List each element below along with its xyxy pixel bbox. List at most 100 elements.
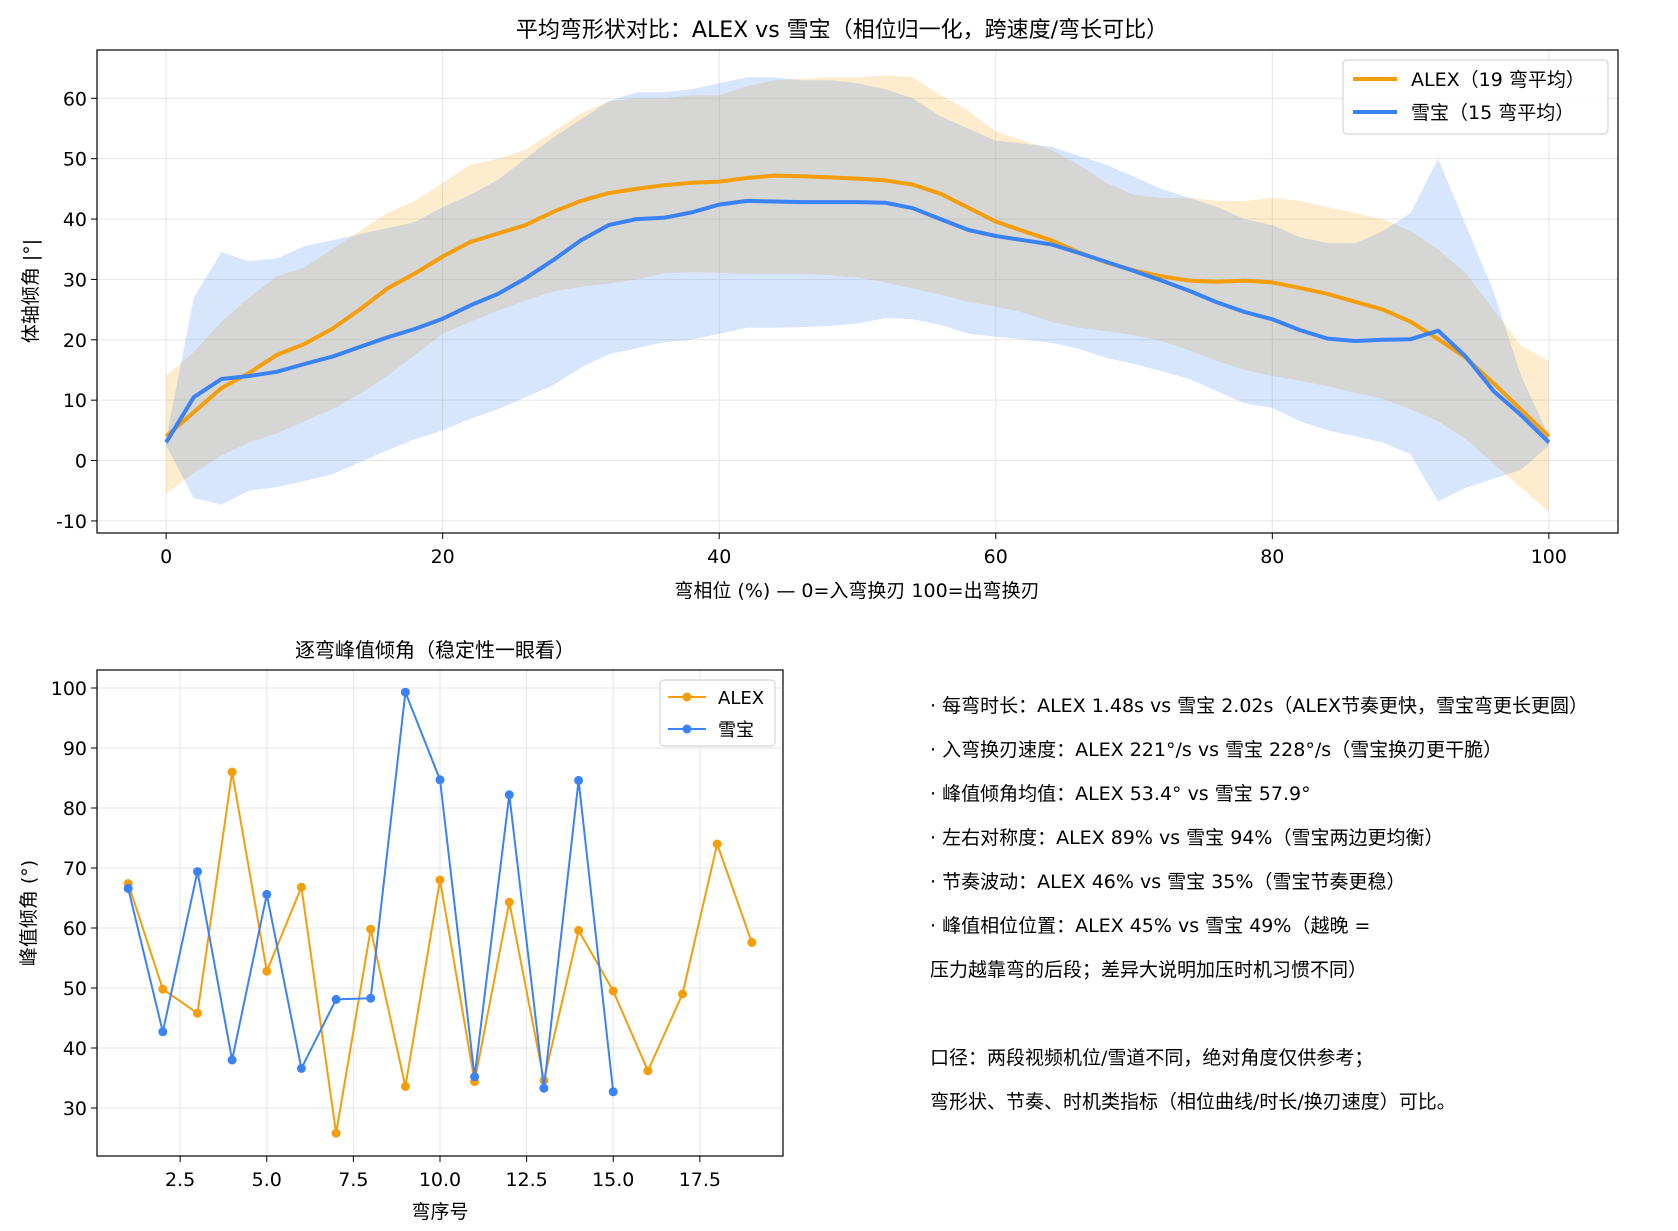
y-tick-label: -10 xyxy=(56,511,87,533)
peak-point-alex xyxy=(296,882,306,892)
peak-point-xuebao xyxy=(608,1087,618,1097)
note-line: · 入弯换刃速度：ALEX 221°/s vs 雪宝 228°/s（雪宝换刃更干… xyxy=(930,739,1503,761)
bottom-legend-label-alex: ALEX xyxy=(718,688,764,709)
peak-point-xuebao xyxy=(400,687,410,697)
peak-point-alex xyxy=(227,767,237,777)
x-tick-label: 60 xyxy=(984,546,1008,568)
y-tick-label: 10 xyxy=(63,390,87,412)
peak-point-alex xyxy=(400,1081,410,1091)
caveat-line: 口径：两段视频机位/雪道不同，绝对角度仅供参考； xyxy=(930,1047,1374,1069)
top-plot-frame xyxy=(96,49,1619,534)
peak-point-alex xyxy=(331,1128,341,1138)
peak-point-alex xyxy=(574,925,584,935)
y-tick-label: 30 xyxy=(63,269,87,291)
bottom-y-axis-label: 峰值倾角 (°) xyxy=(18,860,40,966)
x-tick-label: 15.0 xyxy=(592,1169,634,1191)
peak-point-alex xyxy=(747,937,757,947)
peak-point-alex xyxy=(193,1008,202,1018)
top-legend-box xyxy=(1342,59,1609,135)
note-line: · 峰值相位位置：ALEX 45% vs 雪宝 49%（越晚 = xyxy=(930,915,1371,937)
legend-label-xuebao: 雪宝（15 弯平均） xyxy=(1411,102,1574,124)
peak-point-xuebao xyxy=(123,883,133,893)
top-x-axis-label: 弯相位 (%) — 0=入弯换刃 100=出弯换刃 xyxy=(674,580,1039,602)
bottom-legend-marker-alex xyxy=(682,692,692,702)
peak-point-alex xyxy=(712,839,722,849)
y-tick-label: 90 xyxy=(63,738,87,760)
y-tick-label: 50 xyxy=(63,978,87,1000)
bottom-y-ticks: 30 40 50 60 70 80 90 100 xyxy=(51,678,97,1120)
peak-point-alex xyxy=(643,1066,653,1076)
x-tick-label: 10.0 xyxy=(419,1169,461,1191)
y-tick-label: 60 xyxy=(63,918,87,940)
top-y-ticks: -10 0 10 20 30 40 50 60 xyxy=(56,88,97,533)
bottom-x-axis-label: 弯序号 xyxy=(411,1201,468,1223)
caveat-line: 弯形状、节奏、时机类指标（相位曲线/时长/换刃速度）可比。 xyxy=(930,1091,1456,1113)
range-band-xuebao xyxy=(166,77,1549,505)
x-tick-label: 7.5 xyxy=(338,1169,368,1191)
peak-point-alex xyxy=(504,897,514,907)
peak-point-alex xyxy=(608,986,618,996)
peak-point-xuebao xyxy=(296,1063,306,1073)
peak-point-alex xyxy=(262,966,272,976)
peak-point-xuebao xyxy=(262,889,272,899)
x-tick-label: 12.5 xyxy=(505,1169,547,1191)
x-tick-label: 20 xyxy=(431,546,455,568)
peak-point-xuebao xyxy=(158,1027,168,1037)
peak-point-xuebao xyxy=(574,775,584,785)
note-line: · 左右对称度：ALEX 89% vs 雪宝 94%（雪宝两边更均衡） xyxy=(930,827,1444,849)
x-tick-label: 100 xyxy=(1531,546,1567,568)
peak-point-xuebao xyxy=(539,1083,549,1093)
y-tick-label: 20 xyxy=(63,330,87,352)
range-band-alex xyxy=(166,75,1549,512)
bottom-legend-label-xuebao: 雪宝 xyxy=(718,720,754,741)
bottom-chart-legend: ALEX 雪宝 xyxy=(659,679,776,747)
bottom-chart-grid xyxy=(97,670,783,1156)
legend-label-alex: ALEX（19 弯平均） xyxy=(1411,69,1585,91)
note-line: · 每弯时长：ALEX 1.48s vs 雪宝 2.02s（ALEX节奏更快，雪… xyxy=(930,695,1588,717)
summary-notes: · 每弯时长：ALEX 1.48s vs 雪宝 2.02s（ALEX节奏更快，雪… xyxy=(930,684,1670,1124)
y-tick-label: 70 xyxy=(63,858,87,880)
top-chart-legend: ALEX（19 弯平均） 雪宝（15 弯平均） xyxy=(1342,59,1609,135)
x-tick-label: 40 xyxy=(707,546,731,568)
top-chart-bands xyxy=(166,75,1549,512)
peak-point-xuebao xyxy=(470,1072,480,1082)
bottom-chart-title: 逐弯峰值倾角（稳定性一眼看） xyxy=(295,638,575,662)
mean-line-xuebao xyxy=(164,198,1551,444)
mean-line-alex xyxy=(164,173,1551,438)
y-tick-label: 0 xyxy=(75,451,87,473)
peak-point-alex xyxy=(678,989,687,999)
y-tick-label: 40 xyxy=(63,1038,87,1060)
peak-point-xuebao xyxy=(227,1055,237,1065)
top-y-axis-label: 体轴倾角 |°| xyxy=(20,239,42,343)
note-line: · 节奏波动：ALEX 46% vs 雪宝 35%（雪宝节奏更稳） xyxy=(930,871,1406,893)
x-tick-label: 80 xyxy=(1260,546,1284,568)
bottom-chart-lines xyxy=(123,687,757,1138)
y-tick-label: 30 xyxy=(63,1098,87,1120)
bottom-x-ticks: 2.5 5.0 7.5 10.0 12.5 15.0 17.5 xyxy=(165,1156,721,1191)
x-tick-label: 5.0 xyxy=(252,1169,282,1191)
top-chart-title: 平均弯形状对比：ALEX vs 雪宝（相位归一化，跨速度/弯长可比） xyxy=(516,18,1168,43)
peak-point-xuebao xyxy=(193,867,202,877)
top-chart-lines xyxy=(164,173,1551,444)
x-tick-label: 2.5 xyxy=(165,1169,195,1191)
peak-point-xuebao xyxy=(504,790,514,800)
bottom-legend-marker-xuebao xyxy=(682,724,692,734)
note-spacer xyxy=(930,992,1670,1036)
note-line: · 峰值倾角均值：ALEX 53.4° vs 雪宝 57.9° xyxy=(930,783,1311,805)
y-tick-label: 40 xyxy=(63,209,87,231)
peak-point-xuebao xyxy=(366,993,376,1003)
note-line: 压力越靠弯的后段；差异大说明加压时机习惯不同） xyxy=(930,959,1368,981)
peak-point-xuebao xyxy=(331,994,341,1004)
peak-line-xuebao xyxy=(127,691,615,1092)
x-tick-label: 0 xyxy=(160,546,172,568)
peak-point-alex xyxy=(435,875,445,885)
top-x-ticks: 0 20 40 60 80 100 xyxy=(160,533,1567,568)
y-tick-label: 100 xyxy=(51,678,87,700)
phase-shape-chart: 平均弯形状对比：ALEX vs 雪宝（相位归一化，跨速度/弯长可比） 0 20 40… xyxy=(20,18,1619,602)
x-tick-label: 17.5 xyxy=(679,1169,721,1191)
peak-point-alex xyxy=(366,924,376,934)
y-tick-label: 60 xyxy=(63,88,87,110)
y-tick-label: 50 xyxy=(63,149,87,171)
peak-point-alex xyxy=(158,984,168,994)
